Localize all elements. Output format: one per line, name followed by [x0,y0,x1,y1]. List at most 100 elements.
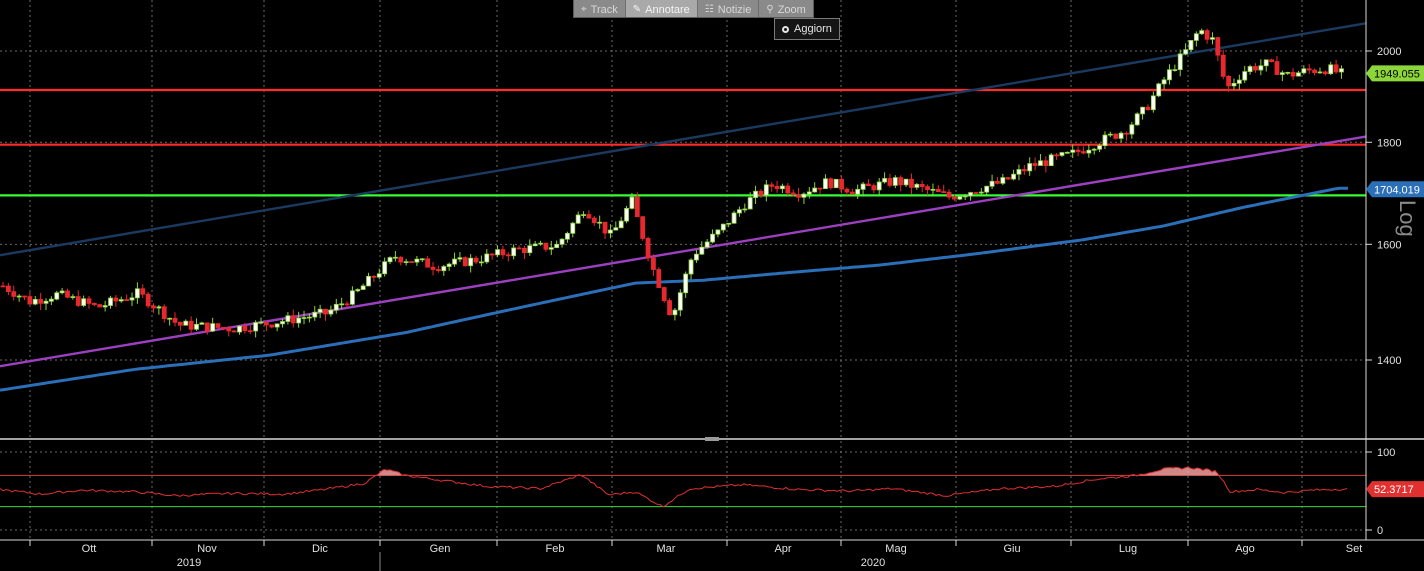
candle-body [1097,145,1102,150]
candle-body [1016,169,1022,175]
x-tick-label: Ago [1235,543,1255,555]
candle-body [48,298,54,302]
candle-body [629,196,635,209]
candle-body [570,222,576,234]
candle-body [355,289,361,292]
candle-body [1210,37,1215,40]
gridlines-upper [0,0,1366,438]
candle-body [1064,151,1070,154]
candle-body [602,221,608,234]
candle-body [242,325,248,332]
candle-body [1129,124,1135,135]
candle-body [511,247,517,257]
candle-body [263,321,269,326]
candle-body [1102,134,1108,146]
x-tick-label: Giu [1003,543,1020,555]
candle-body [801,193,807,198]
toolbar-track-button[interactable]: ⌖ Track [574,0,626,17]
candle-body [32,299,38,305]
candle-body [75,296,81,306]
candle-body [59,290,65,294]
candle-body [1156,83,1162,97]
candle-body [253,322,259,332]
candle-body [597,221,603,224]
candle-body [1263,59,1269,67]
news-icon: ☷ [704,3,714,15]
candle-body [1333,64,1339,73]
y-tick-label: 1400 [1377,355,1401,367]
candle-body [1258,65,1264,71]
candle-body [360,285,366,290]
rsi-value-badge: 52.3717 [1366,481,1424,498]
candle-body [204,322,210,332]
candle-body [333,303,339,311]
refresh-button[interactable]: Aggiorn [774,18,840,40]
candle-body [1177,53,1183,71]
candle-body [339,303,345,306]
candle-body [1231,82,1237,87]
ma-value-badge-text: 1704.019 [1374,184,1420,196]
candle-body [559,238,565,245]
candle-body [129,297,135,301]
candle-body [1011,173,1016,180]
candle-body [962,195,968,198]
candle-body [258,321,264,324]
candle-body [548,247,554,250]
candle-body [237,325,242,333]
toolbar-label: Annotare [645,3,690,16]
candle-body [495,249,500,256]
rsi-indicator [0,466,1366,508]
candle-body [796,194,801,198]
candle-body [457,257,463,260]
candle-body [167,317,173,320]
x-tick-label: Ott [82,543,97,555]
gridlines-lower [0,441,1366,540]
candle-body [866,183,871,187]
candle-body [833,178,839,189]
ma-value-badge: 1704.019 [1366,181,1424,198]
trendline [0,22,1367,257]
candle-body [473,257,479,263]
candle-body [0,285,6,288]
candle-body [425,258,431,268]
candle-body [280,321,285,325]
candle-body [715,229,721,235]
candle-body [1172,69,1178,72]
candle-body [350,290,355,305]
candle-body [1301,68,1307,74]
candle-body [1150,95,1156,111]
candle-body [1075,149,1081,152]
candle-body [446,263,452,267]
candle-body [672,309,678,316]
refresh-icon [782,25,789,33]
candle-body [306,316,312,319]
candle-body [860,183,866,190]
toolbar-annotare-button[interactable]: ✎ Annotare [625,0,698,17]
candle-body [274,323,280,328]
candle-body [774,185,780,190]
candle-body [527,245,533,254]
candle-body [65,290,70,298]
candle-body [113,297,119,302]
candle-body [651,257,656,270]
candle-body [156,306,162,309]
toolbar-notizie-button[interactable]: ☷ Notizie [698,0,760,17]
rsi-overbought-fill [1140,467,1218,476]
candle-body [290,315,296,324]
candle-body [952,196,957,200]
candle-body [661,287,667,302]
candle-body [323,308,328,315]
toolbar-zoom-button[interactable]: ⚲ Zoom [759,0,812,17]
candle-body [1193,33,1199,41]
candle-body [11,291,17,297]
candle-body [22,295,27,298]
candle-body [452,258,457,265]
candle-body [145,293,151,307]
candle-body [81,298,87,306]
value-labels: 1949.055 1704.019 52.3717 [1366,65,1424,498]
candle-body [403,261,409,264]
candle-body [586,214,592,219]
candle-body [618,220,624,229]
candle-body [1242,71,1248,81]
